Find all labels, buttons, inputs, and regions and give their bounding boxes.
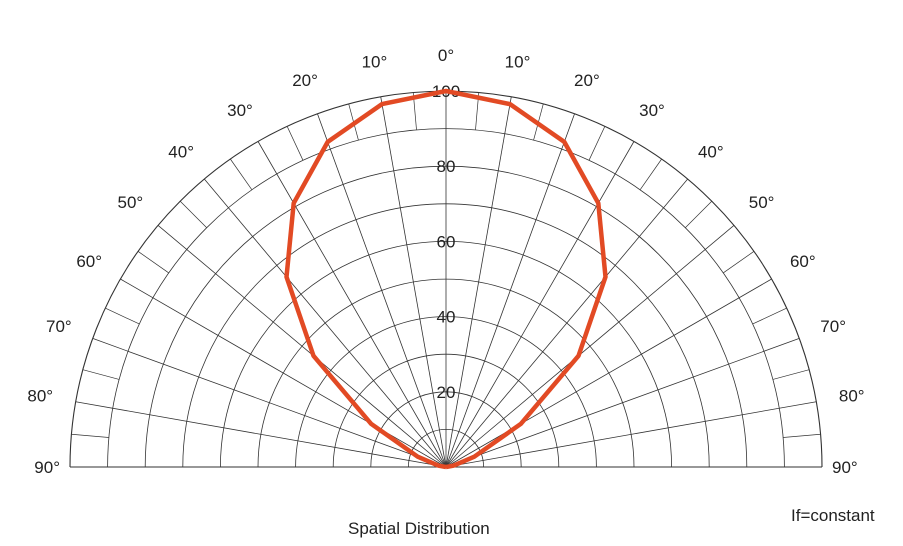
angle-tick-label: 90° <box>832 458 858 477</box>
grid-tick <box>772 369 810 380</box>
data-point <box>416 455 420 459</box>
grid-tick <box>105 307 140 325</box>
chart-note: If=constant <box>791 506 875 525</box>
angle-tick-label: 50° <box>749 193 775 212</box>
angle-labels: 90° 80° 70° 60° 50° 40° 30° 20° 10° 0° 10° 20° 30° 40… <box>27 46 864 477</box>
grid-spoke <box>445 401 817 468</box>
grid-tick <box>179 200 207 228</box>
angle-tick-label: 80° <box>839 386 865 405</box>
grid-spoke <box>75 401 447 468</box>
grid-tick <box>82 369 120 380</box>
angle-tick-label: 70° <box>46 317 72 336</box>
grid-spoke <box>445 96 512 468</box>
data-point <box>312 354 315 358</box>
data-point <box>444 465 448 469</box>
series-group <box>284 88 608 470</box>
data-point <box>380 102 384 106</box>
grid-spoke <box>317 113 447 468</box>
angle-tick-label: 20° <box>574 71 600 90</box>
angle-tick-label: 30° <box>639 101 665 120</box>
grid-tick <box>639 158 662 190</box>
grid-spoke <box>445 338 800 468</box>
grid-spoke <box>380 96 447 468</box>
grid-tick <box>230 158 253 190</box>
data-point <box>596 201 600 205</box>
polar-grid <box>69 90 823 468</box>
data-point <box>451 464 455 468</box>
radial-tick-label: 40 <box>437 308 456 327</box>
data-point <box>292 201 296 205</box>
grid-spoke <box>120 278 447 468</box>
angle-tick-label: 50° <box>118 193 144 212</box>
data-point <box>369 422 373 426</box>
angle-tick-label: 40° <box>168 142 194 161</box>
data-point <box>437 464 441 468</box>
angle-tick-label: 0° <box>438 46 454 65</box>
angle-tick-label: 40° <box>698 142 724 161</box>
angle-tick-label: 70° <box>820 317 846 336</box>
grid-tick <box>71 433 109 438</box>
data-point <box>508 102 512 106</box>
grid-spoke <box>445 178 688 468</box>
data-point <box>326 140 330 144</box>
angle-tick-label: 90° <box>34 458 60 477</box>
grid-spoke <box>204 178 447 468</box>
grid-tick <box>783 433 821 438</box>
grid-tick <box>723 251 755 274</box>
grid-spoke <box>445 225 735 468</box>
grid-spoke <box>157 225 447 468</box>
grid-spoke <box>445 278 772 468</box>
grid-spoke <box>445 113 575 468</box>
angle-tick-label: 20° <box>292 71 318 90</box>
data-point <box>562 140 566 144</box>
data-point <box>472 455 476 459</box>
data-point <box>519 422 523 426</box>
angle-tick-label: 80° <box>27 386 53 405</box>
radial-tick-label: 60 <box>437 232 456 251</box>
grid-spoke <box>92 338 447 468</box>
data-point <box>285 275 288 279</box>
grid-tick <box>286 126 304 161</box>
chart-title: Spatial Distribution <box>348 519 490 538</box>
data-point <box>577 354 580 358</box>
angle-tick-label: 30° <box>227 101 253 120</box>
radial-tick-label: 20 <box>437 383 456 402</box>
grid-tick <box>137 251 169 274</box>
grid-tick <box>685 200 713 228</box>
data-point <box>604 275 607 279</box>
angle-tick-label: 10° <box>505 52 531 71</box>
angle-tick-label: 10° <box>362 52 388 71</box>
grid-tick <box>588 126 606 161</box>
grid-spoke <box>445 141 635 468</box>
data-point <box>444 89 448 93</box>
grid-tick <box>752 307 787 325</box>
angle-tick-label: 60° <box>76 252 102 271</box>
radial-tick-label: 80 <box>437 157 456 176</box>
grid-spoke <box>257 141 447 468</box>
angle-tick-label: 60° <box>790 252 816 271</box>
